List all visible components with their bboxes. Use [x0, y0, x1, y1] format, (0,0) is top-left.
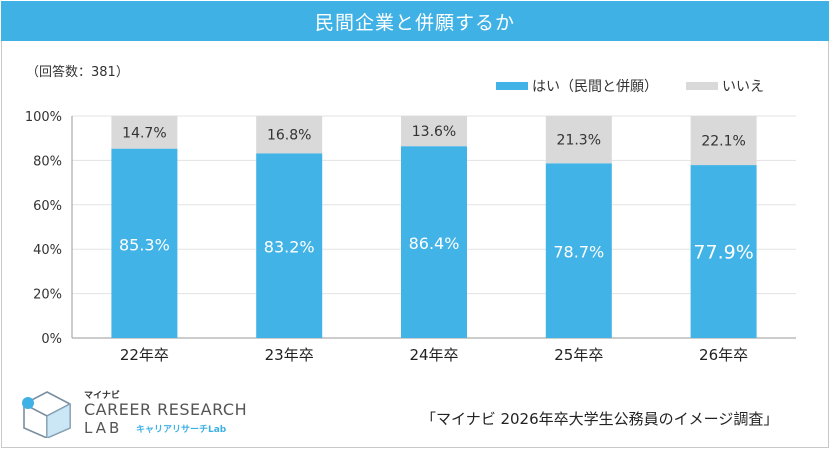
- data-label-no: 21.3%: [557, 133, 601, 149]
- logo-main-text: CAREER RESEARCH: [84, 400, 248, 419]
- legend-swatch-no: [686, 82, 718, 90]
- data-label-yes: 83.2%: [264, 238, 315, 257]
- logo-kana: マイナビ: [84, 391, 120, 401]
- bar-no: [256, 116, 323, 154]
- y-tick-label: 0%: [41, 332, 62, 347]
- legend-label-yes: はい（民間と併願）: [532, 79, 658, 95]
- data-label-no: 14.7%: [122, 125, 166, 141]
- x-tick-label: 24年卒: [409, 346, 458, 364]
- legend-swatch-yes: [496, 82, 528, 90]
- bar-yes: [690, 165, 757, 338]
- source-note: 「マイナビ 2026年卒大学生公務員のイメージ調査」: [421, 410, 779, 428]
- y-tick-label: 40%: [33, 243, 62, 258]
- logo-lab-text: LAB: [84, 419, 123, 437]
- data-label-yes: 77.9%: [693, 242, 753, 264]
- y-tick-label: 60%: [33, 199, 62, 214]
- bar-yes: [111, 148, 178, 338]
- data-label-yes: 86.4%: [409, 234, 460, 253]
- y-tick-label: 20%: [33, 288, 62, 303]
- y-tick-label: 80%: [33, 154, 62, 169]
- bar-no: [690, 116, 757, 166]
- y-tick-label: 100%: [25, 110, 62, 125]
- logo-cube-icon: [22, 391, 71, 439]
- data-label-no: 16.8%: [267, 128, 311, 144]
- x-tick-label: 26年卒: [699, 346, 748, 364]
- data-label-yes: 78.7%: [553, 243, 604, 262]
- bar-yes: [256, 153, 323, 338]
- data-label-no: 22.1%: [701, 134, 745, 150]
- bar-yes: [545, 163, 612, 338]
- legend-item-no: いいえ: [686, 76, 764, 96]
- bar-no: [111, 116, 178, 149]
- data-label-no: 13.6%: [412, 124, 456, 140]
- logo: マイナビ CAREER RESEARCH LAB キャリアリサーチLab: [18, 388, 248, 439]
- legend: はい（民間と併願） いいえ: [496, 76, 764, 96]
- bar-yes: [401, 146, 467, 338]
- respondent-count: （回答数：381）: [26, 65, 129, 80]
- chart-title: 民間企業と併願するか: [1, 1, 829, 41]
- bar-no: [401, 116, 467, 147]
- x-tick-label: 22年卒: [120, 346, 169, 364]
- logo-jp-text: キャリアリサーチLab: [136, 425, 227, 435]
- x-tick-label: 25年卒: [554, 346, 603, 364]
- legend-label-no: いいえ: [722, 79, 764, 95]
- data-label-yes: 85.3%: [119, 235, 170, 254]
- x-tick-label: 23年卒: [265, 346, 314, 364]
- legend-item-yes: はい（民間と併願）: [496, 76, 658, 96]
- bar-no: [545, 116, 612, 164]
